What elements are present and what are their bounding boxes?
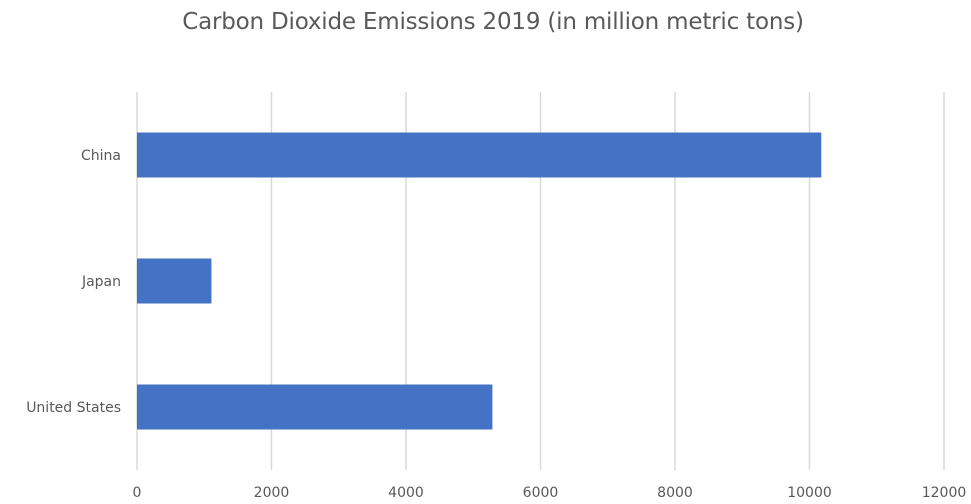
x-tick-label: 8000 <box>657 485 693 501</box>
x-tick-label: 4000 <box>388 485 424 501</box>
x-tick-label: 2000 <box>254 485 290 501</box>
bar <box>137 384 493 430</box>
x-tick-label: 10000 <box>787 485 832 501</box>
x-tick-label: 0 <box>133 485 142 501</box>
x-tick-label: 6000 <box>523 485 559 501</box>
bar <box>137 132 822 178</box>
category-label: Japan <box>81 274 121 290</box>
x-tick-label: 12000 <box>922 485 967 501</box>
bar <box>137 258 212 304</box>
category-label: China <box>81 148 121 164</box>
chart-title: Carbon Dioxide Emissions 2019 (in millio… <box>182 9 804 35</box>
category-label: United States <box>26 400 121 416</box>
